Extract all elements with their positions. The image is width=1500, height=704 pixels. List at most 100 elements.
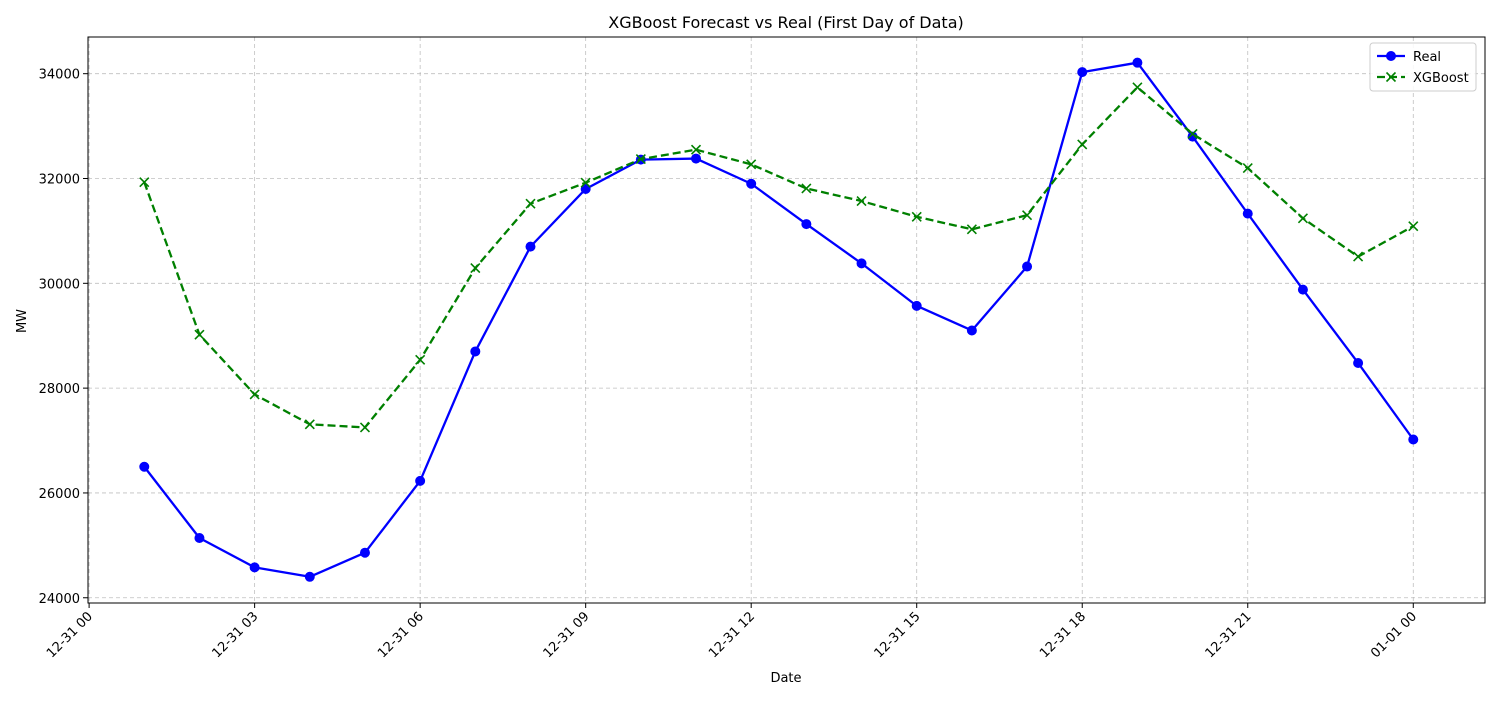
marker-stroke xyxy=(304,419,315,430)
axis-ticks: 12-31 00 12-31 03 12-31 06 12-31 09 12-31 12… xyxy=(39,68,1420,661)
series-real-point xyxy=(691,153,702,164)
series-real-point xyxy=(1132,57,1143,68)
marker-stroke xyxy=(580,177,591,188)
y-tick-label: 28000 xyxy=(39,382,80,397)
series-xgboost-point xyxy=(359,422,371,433)
marker-stroke xyxy=(1408,221,1419,232)
x-tick-label: 12-31 21 xyxy=(1203,609,1255,661)
y-tick-label: 32000 xyxy=(39,173,80,188)
x-axis-title: Date xyxy=(770,671,801,686)
marker-stroke xyxy=(525,198,536,209)
marker-stroke xyxy=(1297,213,1308,224)
y-axis-title: MW xyxy=(15,309,30,333)
series-xgboost-point xyxy=(801,183,812,194)
marker-stroke xyxy=(1353,251,1364,262)
series-real-line xyxy=(143,61,1415,578)
x-tick-label: 01-01 00 xyxy=(1368,609,1420,661)
plot-frame xyxy=(87,36,1486,604)
marker-stroke xyxy=(359,422,371,433)
series-real-point xyxy=(139,461,150,472)
marker-stroke xyxy=(1385,71,1397,83)
series-xgboost xyxy=(139,82,1419,433)
series-real-point xyxy=(801,219,812,230)
x-tick-label: 12-31 06 xyxy=(375,609,427,661)
x-tick-label: 12-31 18 xyxy=(1037,609,1089,661)
series-xgboost-point xyxy=(856,195,867,207)
series-real-point xyxy=(1408,434,1419,445)
series-xgboost-point xyxy=(139,177,150,188)
legend-marker xyxy=(1385,71,1397,83)
legend-item-xgboost: XGBoost xyxy=(1377,71,1469,86)
series-xgboost-point xyxy=(1353,251,1364,262)
series-real-point xyxy=(304,571,315,582)
marker-stroke xyxy=(249,389,260,400)
series-xgboost-point xyxy=(415,354,426,365)
marker-stroke xyxy=(635,154,646,165)
series-xgboost-point xyxy=(746,159,757,170)
series-xgboost-point xyxy=(911,211,922,222)
series-xgboost-point xyxy=(1187,128,1198,140)
series-xgboost-point xyxy=(304,419,315,430)
marker-stroke xyxy=(139,177,150,188)
marker-stroke xyxy=(1077,139,1088,150)
series-xgboost-point xyxy=(1132,82,1143,93)
series-real-point xyxy=(1077,67,1088,78)
series-real-point xyxy=(359,547,370,558)
series-real xyxy=(139,57,1419,582)
x-tick-label: 12-31 03 xyxy=(210,609,262,661)
legend-item-real: Real xyxy=(1377,50,1441,65)
series-xgboost-point xyxy=(580,177,591,188)
series-real-point xyxy=(966,325,977,336)
marker-stroke xyxy=(470,263,481,274)
marker-stroke xyxy=(1187,128,1198,140)
marker-stroke xyxy=(911,211,922,222)
legend-label: Real xyxy=(1413,50,1441,65)
series-xgboost-point xyxy=(470,263,481,274)
grid xyxy=(88,37,1485,603)
series-xgboost-line xyxy=(143,86,1414,429)
legend: Real XGBoost xyxy=(1369,42,1477,92)
series-xgboost-point xyxy=(525,198,536,209)
series-xgboost-point xyxy=(966,224,977,235)
series-real-point xyxy=(580,183,591,194)
series-real-point xyxy=(746,178,757,189)
marker-stroke xyxy=(1242,162,1253,174)
marker-stroke xyxy=(1132,82,1143,93)
x-tick-label: 12-31 00 xyxy=(44,609,96,661)
series-layer xyxy=(139,57,1419,582)
series-real-point xyxy=(856,258,867,269)
series-real-point xyxy=(1297,284,1308,295)
series-real-point xyxy=(525,241,536,252)
marker-stroke xyxy=(415,354,426,365)
x-tick-label: 12-31 09 xyxy=(541,609,593,661)
x-tick-label: 12-31 12 xyxy=(706,609,758,661)
series-xgboost-point xyxy=(249,389,260,400)
legend-label: XGBoost xyxy=(1413,71,1469,86)
marker-stroke xyxy=(746,159,757,170)
series-real-point xyxy=(249,562,260,573)
series-xgboost-point xyxy=(1297,213,1308,224)
legend-marker xyxy=(1386,51,1396,61)
marker-stroke xyxy=(966,224,977,235)
marker-stroke xyxy=(194,329,205,340)
series-xgboost-point xyxy=(1242,162,1253,174)
series-xgboost-point xyxy=(194,329,205,340)
y-tick-label: 34000 xyxy=(39,68,80,83)
y-tick-label: 26000 xyxy=(39,487,80,502)
series-real-point xyxy=(1022,261,1033,272)
series-real-point xyxy=(1242,208,1253,219)
series-real-point xyxy=(1353,357,1364,368)
y-tick-label: 24000 xyxy=(39,592,80,607)
series-xgboost-point xyxy=(1408,221,1419,232)
series-xgboost-point xyxy=(1021,210,1033,221)
series-real-point xyxy=(415,475,426,486)
chart-title: XGBoost Forecast vs Real (First Day of D… xyxy=(608,13,964,32)
y-tick-label: 30000 xyxy=(39,277,80,292)
series-xgboost-point xyxy=(635,154,646,165)
marker-stroke xyxy=(690,144,702,155)
series-xgboost-point xyxy=(1077,139,1088,150)
series-xgboost-point xyxy=(690,144,702,155)
series-real-point xyxy=(911,300,922,311)
